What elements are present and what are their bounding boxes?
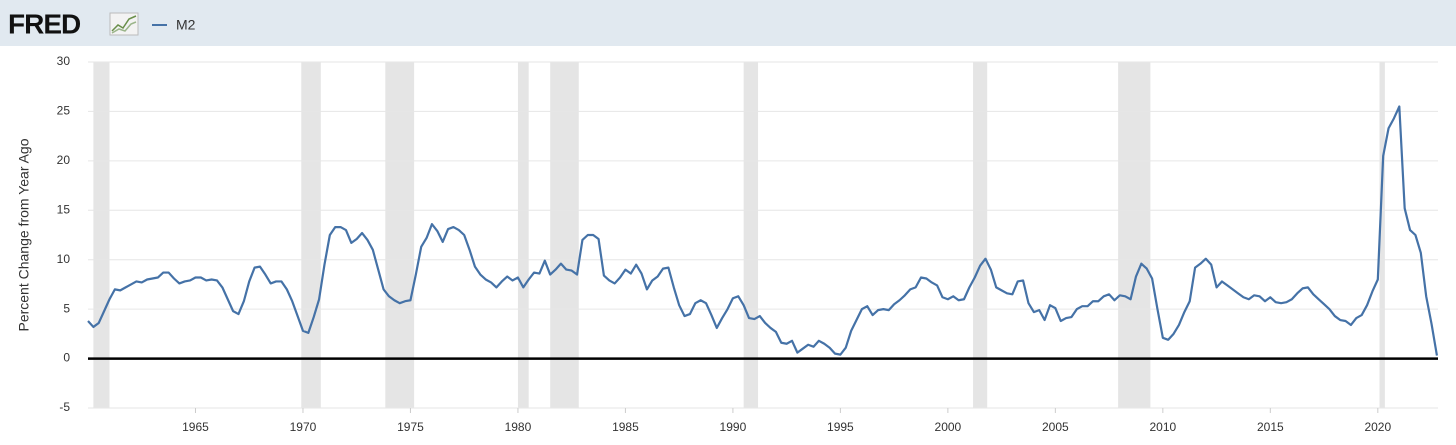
y-tick-label: 5 (63, 301, 70, 315)
x-tick-label: 1985 (612, 420, 639, 434)
x-tick-label: 1975 (397, 420, 424, 434)
recession-band (550, 62, 579, 408)
y-tick-label: 30 (57, 54, 71, 68)
x-tick-label: 2005 (1042, 420, 1069, 434)
y-tick-label: 0 (63, 351, 70, 365)
y-tick-label: 10 (57, 252, 71, 266)
logo-icon (109, 12, 139, 36)
recession-band (93, 62, 110, 408)
x-tick-label: 2010 (1149, 420, 1176, 434)
y-tick-label: 15 (57, 202, 71, 216)
y-axis-label: Percent Change from Year Ago (16, 138, 32, 331)
x-tick-label: 2020 (1364, 420, 1391, 434)
x-tick-label: 1995 (827, 420, 854, 434)
y-tick-label: 20 (57, 153, 71, 167)
x-tick-label: 2015 (1257, 420, 1284, 434)
recession-band (517, 62, 529, 408)
series-line (87, 105, 1439, 356)
logo: FRED (8, 8, 81, 39)
header-band (0, 0, 1456, 46)
x-tick-label: 1970 (290, 420, 317, 434)
y-tick-label: -5 (59, 400, 70, 414)
recession-band (973, 62, 988, 408)
x-tick-label: 2000 (935, 420, 962, 434)
recession-band (1379, 62, 1385, 408)
recession-band (1118, 62, 1151, 408)
legend-label: M2 (176, 17, 196, 33)
y-tick-label: 25 (57, 104, 71, 118)
recession-band (301, 62, 321, 408)
x-tick-label: 1980 (505, 420, 532, 434)
x-tick-label: 1990 (720, 420, 747, 434)
x-tick-label: 1965 (182, 420, 209, 434)
recession-band (385, 62, 415, 408)
recession-band (743, 62, 759, 408)
